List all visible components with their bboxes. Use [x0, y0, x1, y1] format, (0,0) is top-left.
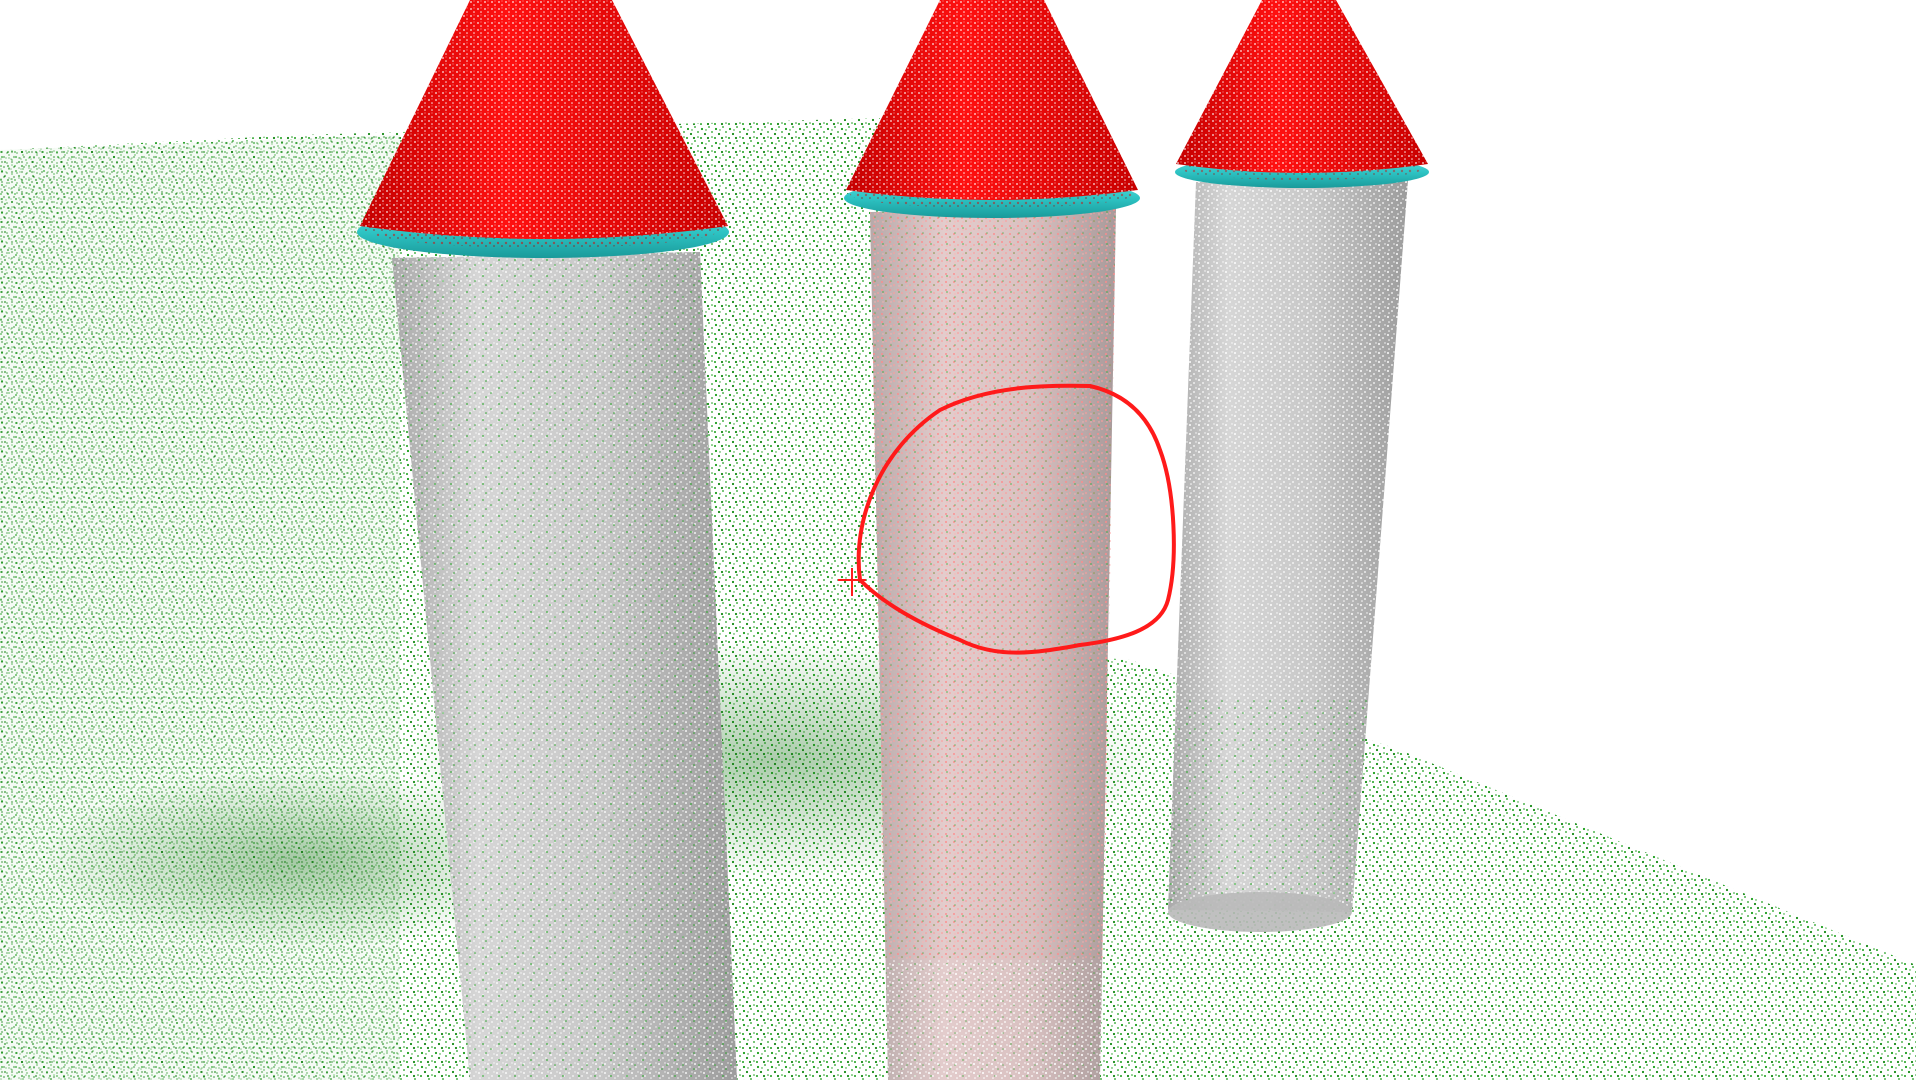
cylinder-green-speckle — [870, 208, 1116, 1080]
tower-right — [1168, 0, 1429, 932]
ground-shadow — [40, 770, 560, 950]
tower-left — [357, 0, 737, 1080]
cone-speckle — [360, 0, 728, 239]
cylinder-green-speckle — [392, 252, 737, 1080]
cylinder-green-speckle — [1168, 700, 1368, 912]
freehand-circle-annotation — [856, 383, 1176, 655]
cylinder-base — [1168, 892, 1352, 932]
crosshair-icon — [838, 568, 866, 596]
cone-speckle — [1176, 0, 1428, 173]
cylinder-base-white — [884, 960, 1104, 1080]
cone-speckle — [846, 0, 1138, 200]
tower-middle — [844, 0, 1140, 1080]
